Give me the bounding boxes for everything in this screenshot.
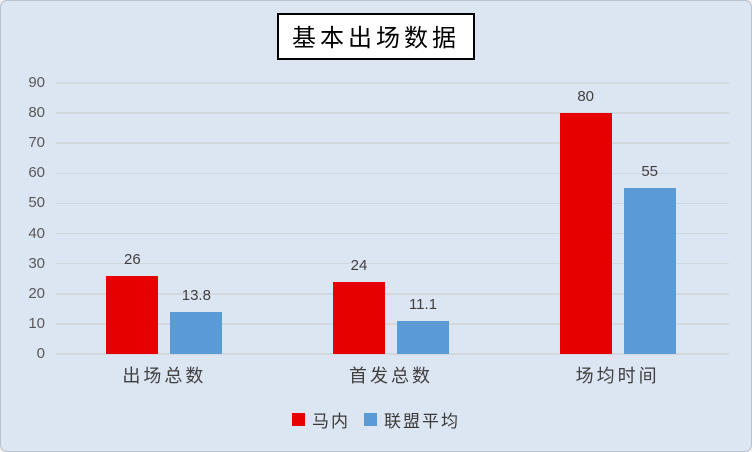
gridline bbox=[56, 262, 729, 265]
legend-swatch-icon bbox=[364, 413, 377, 426]
bar-series2-cat3 bbox=[623, 188, 676, 354]
legend-swatch-icon bbox=[292, 413, 305, 426]
data-label: 11.1 bbox=[408, 295, 438, 313]
bar-series1-cat2 bbox=[333, 281, 385, 354]
y-tick-label: 50 bbox=[28, 194, 45, 212]
gridline bbox=[56, 232, 729, 235]
chart-title: 基本出场数据 bbox=[277, 13, 475, 60]
y-tick-label: 10 bbox=[28, 314, 45, 332]
y-tick-label: 0 bbox=[36, 345, 45, 362]
gridline bbox=[56, 112, 729, 114]
gridline bbox=[56, 293, 729, 295]
category-label: 首发总数 bbox=[349, 366, 433, 387]
legend-item: 马内 bbox=[292, 407, 350, 432]
data-label: 13.8 bbox=[181, 287, 211, 305]
legend: 马内 联盟平均 bbox=[1, 407, 751, 432]
data-label: 55 bbox=[641, 163, 658, 181]
y-tick-label: 40 bbox=[28, 224, 45, 242]
gridline bbox=[56, 323, 729, 325]
bar-series2-cat1 bbox=[170, 312, 223, 354]
data-label: 80 bbox=[577, 88, 594, 106]
gridline bbox=[56, 353, 729, 355]
gridline bbox=[56, 142, 729, 144]
y-tick-label: 70 bbox=[28, 134, 45, 152]
legend-label: 联盟平均 bbox=[384, 412, 460, 432]
data-label: 26 bbox=[123, 250, 141, 268]
y-tick-label: 30 bbox=[28, 254, 45, 272]
legend-item: 联盟平均 bbox=[364, 407, 460, 432]
bar-series1-cat1 bbox=[106, 275, 159, 354]
category-label: 出场总数 bbox=[122, 366, 207, 387]
legend-label: 马内 bbox=[312, 412, 350, 432]
y-tick-label: 90 bbox=[28, 74, 45, 91]
category-label: 场均时间 bbox=[575, 366, 660, 387]
y-tick-label: 60 bbox=[28, 164, 45, 182]
gridline bbox=[56, 202, 729, 205]
bar-series1-cat3 bbox=[559, 113, 612, 354]
y-tick-label: 20 bbox=[28, 284, 45, 302]
gridline bbox=[56, 172, 729, 175]
gridline bbox=[56, 82, 729, 84]
data-label: 24 bbox=[350, 256, 368, 274]
y-tick-label: 80 bbox=[28, 104, 45, 122]
bar-series2-cat2 bbox=[397, 320, 449, 354]
